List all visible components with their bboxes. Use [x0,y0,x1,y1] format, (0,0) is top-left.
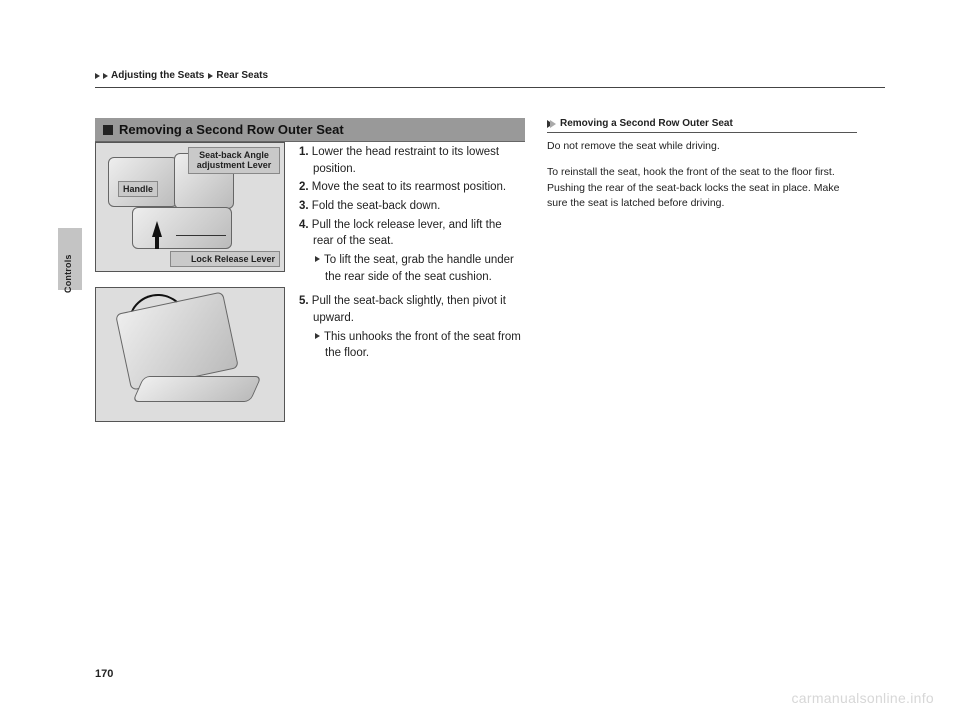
step-3: 3. Fold the seat-back down. [299,198,525,215]
breadcrumb-arrow-icon [208,73,213,79]
steps-list-2: 5. Pull the seat-back slightly, then piv… [299,287,525,364]
figure-seat-pivot [95,287,285,422]
breadcrumb-level-2: Rear Seats [216,70,268,81]
main-column: Removing a Second Row Outer Seat Seat-ba… [95,118,525,422]
content-row: Removing a Second Row Outer Seat Seat-ba… [95,118,885,422]
step-1: 1. Lower the head restraint to its lowes… [299,144,525,177]
info-column: Removing a Second Row Outer Seat Do not … [547,118,857,222]
breadcrumb-level-1: Adjusting the Seats [111,70,204,81]
info-header-title: Removing a Second Row Outer Seat [560,118,733,129]
figure-steps-block-1: Seat-back Angle adjustment Lever Handle … [95,142,525,287]
callout-seatback-lever: Seat-back Angle adjustment Lever [188,147,280,174]
info-header-icon [547,120,556,128]
callout-handle: Handle [118,181,158,197]
page-number: 170 [95,668,113,680]
step-2: 2. Move the seat to its rearmost positio… [299,179,525,196]
info-paragraph-1: Do not remove the seat while driving. [547,139,857,155]
page-container: Adjusting the Seats Rear Seats Removing … [95,70,885,670]
callout-lock-release-lever: Lock Release Lever [170,251,280,267]
info-paragraph-2: To reinstall the seat, hook the front of… [547,165,857,212]
step-4: 4. Pull the lock release lever, and lift… [299,217,525,250]
section-title: Removing a Second Row Outer Seat [119,122,344,137]
info-body: Do not remove the seat while driving. To… [547,139,857,212]
section-header: Removing a Second Row Outer Seat [95,118,525,142]
step-5-sub: This unhooks the front of the seat from … [299,329,525,362]
info-header: Removing a Second Row Outer Seat [547,118,857,133]
bullet-arrow-icon [315,256,320,262]
bullet-arrow-icon [315,333,320,339]
breadcrumb: Adjusting the Seats Rear Seats [95,70,885,81]
watermark: carmanualsonline.info [792,690,935,706]
breadcrumb-arrow-icon [95,73,100,79]
step-5: 5. Pull the seat-back slightly, then piv… [299,293,525,326]
section-header-square-icon [103,125,113,135]
chapter-side-tab-label: Controls [63,254,73,293]
breadcrumb-arrow-icon [103,73,108,79]
figure-steps-block-2: 5. Pull the seat-back slightly, then piv… [95,287,525,422]
header-rule [95,87,885,88]
step-4-sub: To lift the seat, grab the handle under … [299,252,525,285]
seat-illustration [96,288,284,421]
figure-seat-levers: Seat-back Angle adjustment Lever Handle … [95,142,285,272]
steps-list-1: 1. Lower the head restraint to its lowes… [299,142,525,287]
